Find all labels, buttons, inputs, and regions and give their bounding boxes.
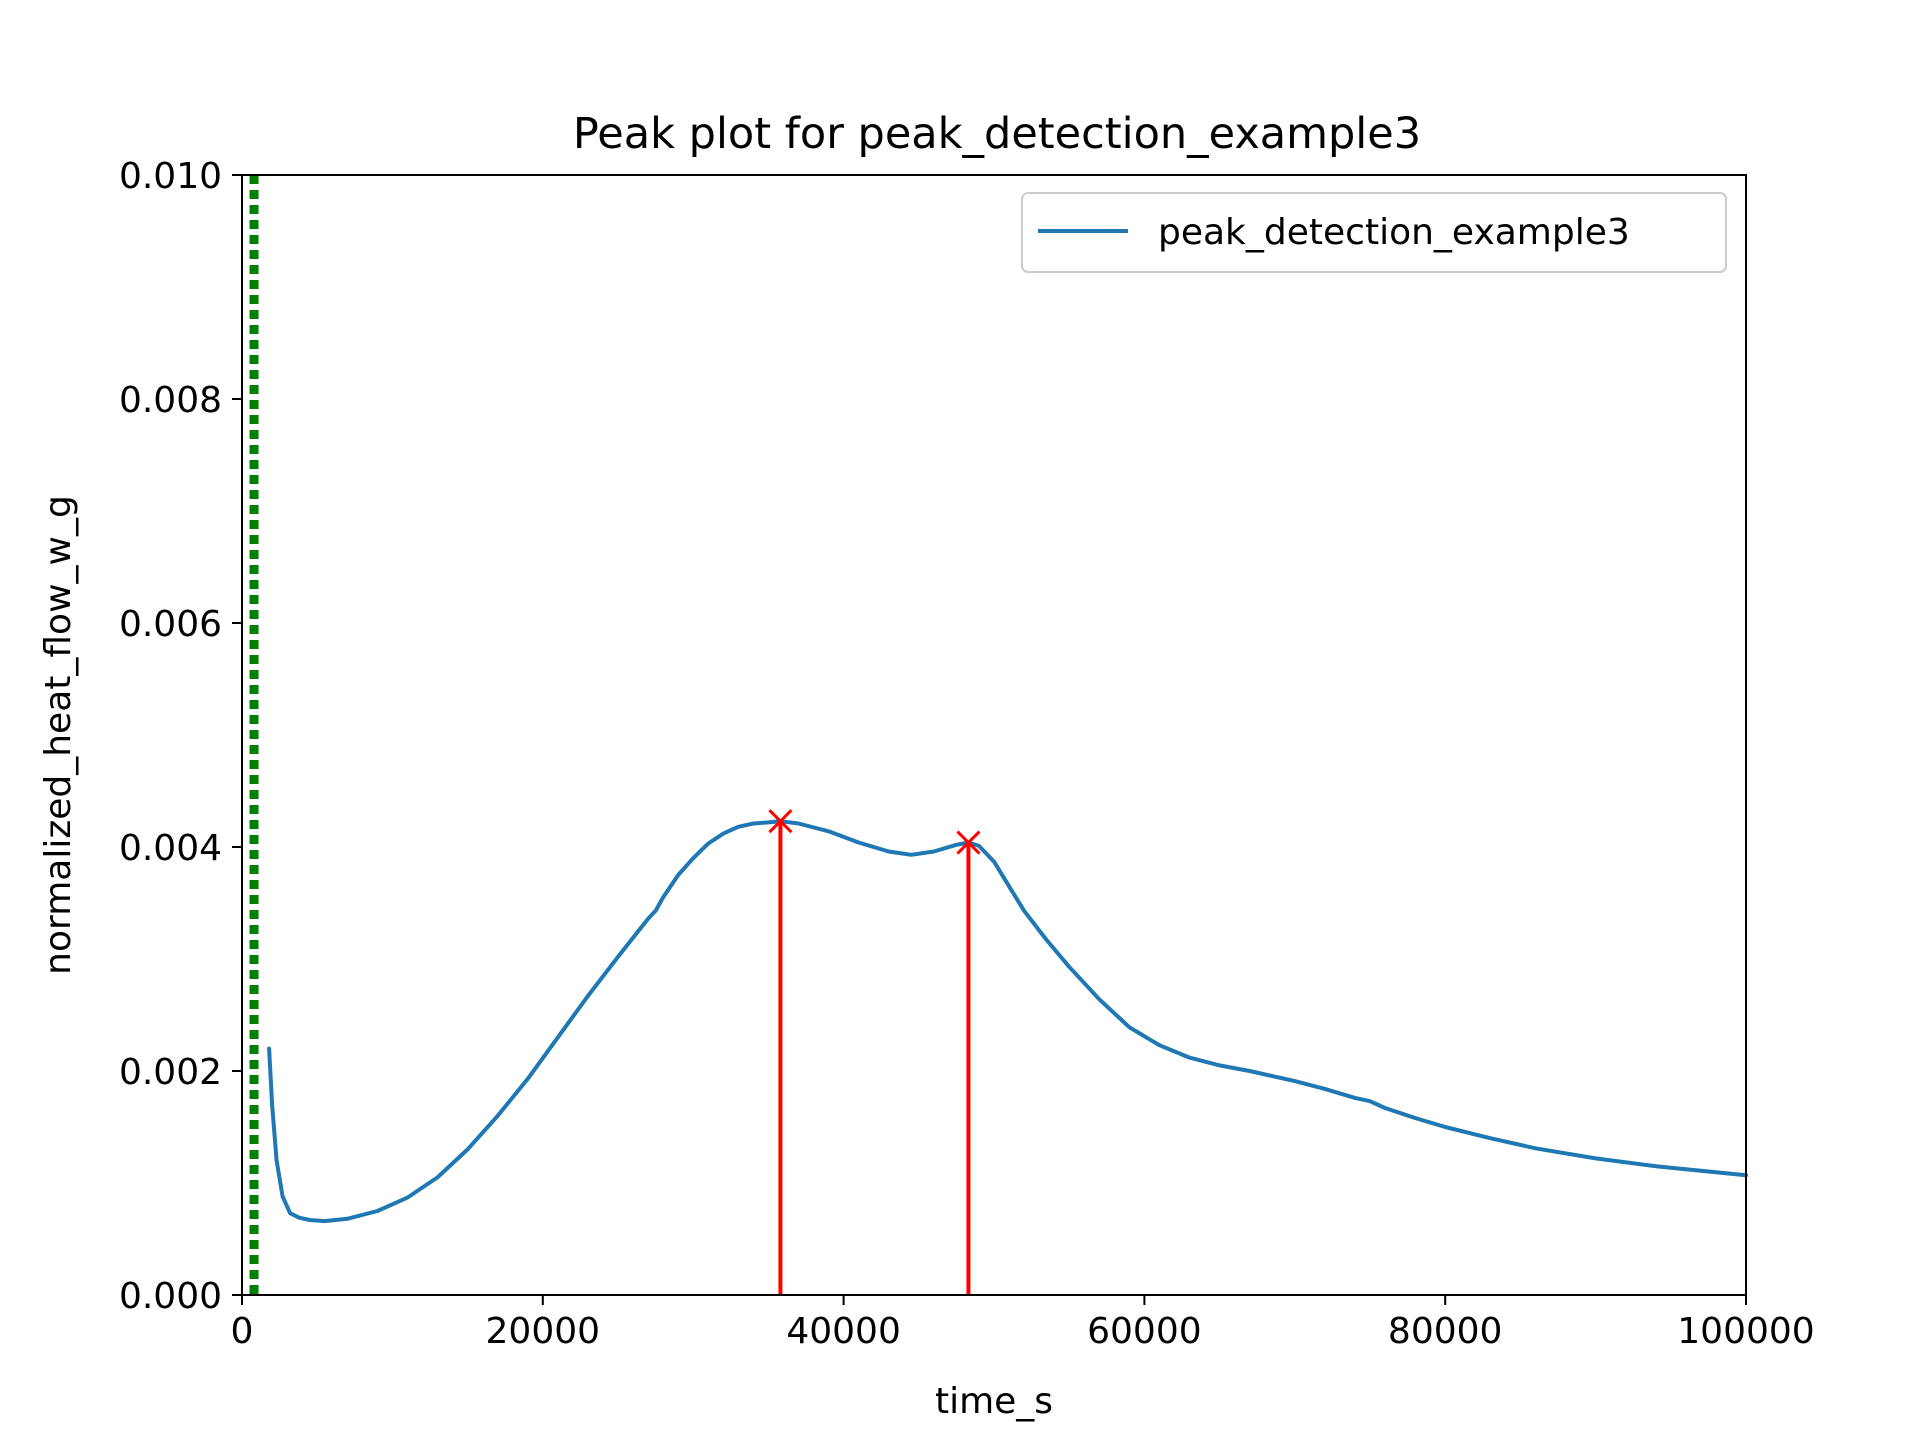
x-tick-label: 60000 bbox=[1087, 1311, 1202, 1352]
series-line-1 bbox=[267, 819, 1748, 1224]
x-tick-label: 40000 bbox=[786, 1311, 901, 1352]
x-tick-label: 80000 bbox=[1388, 1311, 1503, 1352]
y-axis-label: normalized_heat_flow_w_g bbox=[38, 495, 79, 975]
peak-marker-1 bbox=[768, 809, 793, 834]
y-axis-ticks: 0.000 0.002 0.004 0.006 0.008 0.010 bbox=[119, 156, 242, 1317]
peak-marker-2 bbox=[956, 830, 981, 855]
x-tick-label: 100000 bbox=[1677, 1311, 1814, 1352]
y-tick-label: 0.002 bbox=[119, 1052, 222, 1093]
y-tick-label: 0.008 bbox=[119, 380, 222, 421]
x-tick-label: 0 bbox=[231, 1311, 254, 1352]
chart-title: Peak plot for peak_detection_example3 bbox=[573, 109, 1421, 159]
axes-frame bbox=[241, 174, 1747, 1296]
y-tick-label: 0.010 bbox=[119, 156, 222, 197]
y-tick-label: 0.000 bbox=[119, 1276, 222, 1317]
y-tick-label: 0.006 bbox=[119, 604, 222, 645]
legend: peak_detection_example3 bbox=[1021, 192, 1727, 273]
legend-entry-label: peak_detection_example3 bbox=[1158, 212, 1630, 253]
plot-area bbox=[249, 175, 1748, 1295]
y-tick-label: 0.004 bbox=[119, 828, 222, 869]
x-axis-label: time_s bbox=[935, 1381, 1053, 1422]
x-tick-label: 20000 bbox=[486, 1311, 601, 1352]
legend-frame bbox=[1021, 192, 1727, 273]
x-axis-ticks: 0 20000 40000 60000 80000 100000 bbox=[231, 1295, 1815, 1352]
